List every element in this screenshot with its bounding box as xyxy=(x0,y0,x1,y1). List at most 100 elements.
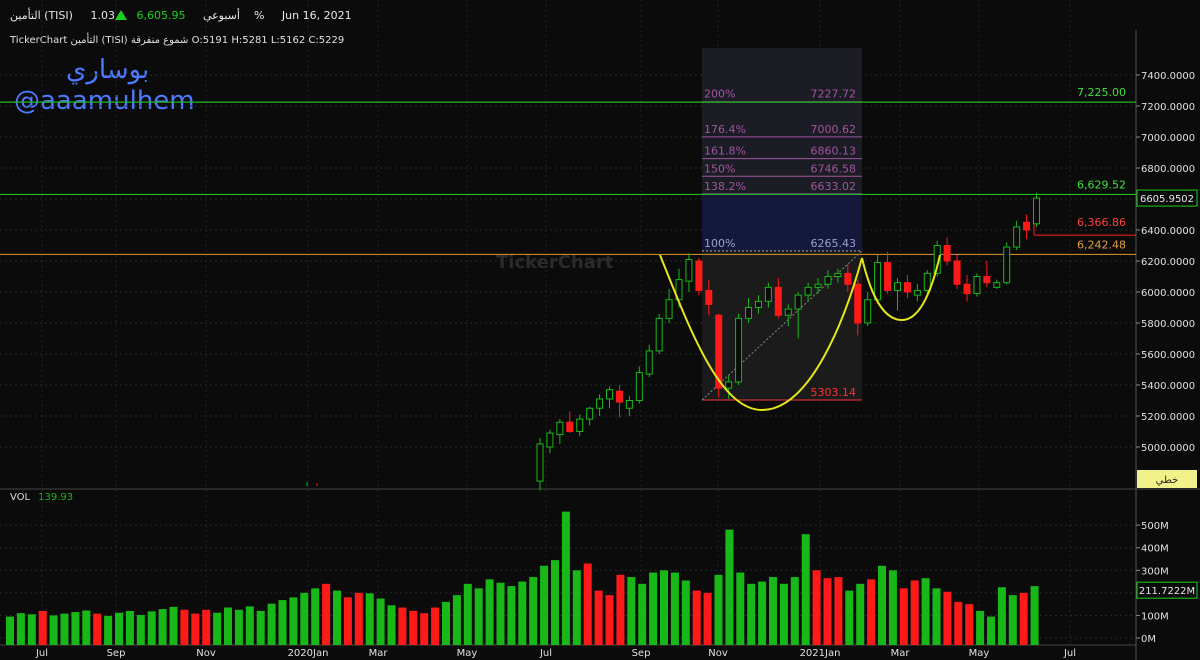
volume-bar-down xyxy=(343,597,352,645)
volume-bar-down xyxy=(812,570,821,645)
candle-up xyxy=(923,272,931,291)
volume-bar-up xyxy=(976,610,985,645)
volume-legend: VOL 139.93 xyxy=(10,492,73,503)
volume-bar-up xyxy=(649,572,658,645)
volume-bar-up xyxy=(769,577,777,645)
volume-bar-down xyxy=(834,577,843,645)
period-label[interactable]: أسبوعي xyxy=(202,9,240,22)
candle-up xyxy=(794,294,802,310)
time-tick-label: Sep xyxy=(107,648,126,659)
price-tick-label: 6000.0000 xyxy=(1141,288,1195,299)
volume-bar-up xyxy=(452,595,461,645)
header-bar: التأمين (TISI) أسبوعي 6,605.95 1.03% Jun… xyxy=(10,9,366,22)
time-tick-label: Nov xyxy=(196,648,216,659)
price-tick-label: 7200.0000 xyxy=(1141,102,1195,113)
source-label: TickerChart xyxy=(10,35,68,46)
candle-up xyxy=(893,282,901,291)
volume-bar-up xyxy=(474,588,483,645)
candle-up xyxy=(784,308,792,316)
candle-down xyxy=(566,421,574,433)
linestyle-button-box xyxy=(1137,470,1197,488)
fib-percent-label: 138.2% xyxy=(704,180,746,193)
volume-bar-up xyxy=(289,597,298,645)
candle-up xyxy=(814,283,822,288)
volume-bar-up xyxy=(387,605,396,645)
hline-label: 6,242.48 xyxy=(1077,238,1126,251)
volume-bar-up xyxy=(747,583,756,645)
volume-bar-up xyxy=(300,592,309,645)
volume-bar-up xyxy=(714,574,723,645)
volume-bar-up xyxy=(136,614,145,645)
volume-bar-up xyxy=(333,590,341,645)
price-tick-label: 7400.0000 xyxy=(1141,71,1195,82)
candle-down xyxy=(1023,221,1031,231)
candle-up xyxy=(1003,246,1011,284)
price-tick-label: 6800.0000 xyxy=(1141,164,1195,175)
symbol-label[interactable]: التأمين (TISI) xyxy=(10,9,73,22)
linestyle-button: خطي xyxy=(1156,475,1179,486)
candle-up xyxy=(804,286,812,296)
candle-up xyxy=(655,317,663,352)
volume-bar-up xyxy=(256,610,265,645)
hline-label: 6,366.86 xyxy=(1077,216,1126,229)
volume-tag-box xyxy=(1136,581,1198,599)
axis-tags: 6605.9502 خطي 211.7222M xyxy=(1136,189,1198,599)
fib-percent-label: 200% xyxy=(704,88,735,101)
volume-bar-up xyxy=(60,613,69,645)
candle-up xyxy=(735,317,743,383)
candle-down xyxy=(854,283,862,324)
handle-curve xyxy=(861,254,941,322)
volume-bar-down xyxy=(38,610,47,645)
change-percent: 1.03% xyxy=(90,9,265,22)
time-axis[interactable]: Jul Sep Nov 2020Jan Mar May Jul Sep Nov 2021Jan Ma… xyxy=(35,648,1076,659)
candle-up xyxy=(993,282,1001,288)
candle-down xyxy=(774,286,782,316)
candle-down xyxy=(903,282,911,293)
horizontal-lines[interactable]: 7,225.00 6,629.52 6,242.48 6,366.86 xyxy=(0,86,1136,256)
candle-up xyxy=(864,299,872,324)
candle-up xyxy=(874,262,882,301)
time-tick-label: 2021Jan xyxy=(800,648,841,659)
volume-bar-down xyxy=(431,607,440,645)
price-axis[interactable]: 5000.0000 5200.0000 5400.0000 5600.0000 5800… xyxy=(1136,71,1195,454)
volume-bar-down xyxy=(605,595,614,645)
cup-handle-pattern xyxy=(659,254,941,412)
volume-tick-label: 500M xyxy=(1141,521,1169,532)
volume-bar-up xyxy=(1008,595,1017,645)
volume-bar-up xyxy=(561,511,570,645)
fib-box: 200% 7227.72 176.4% 7000.62 161.8% 6860.13 150… xyxy=(496,48,863,401)
volume-bar-up xyxy=(921,578,930,645)
volume-bar-up xyxy=(518,581,527,645)
volume-bar-up xyxy=(779,583,788,645)
volume-bar-down xyxy=(703,592,712,645)
price-tick-label: 5200.0000 xyxy=(1141,412,1195,423)
time-tick-label: Jul xyxy=(1063,648,1076,659)
last-price-tag-box xyxy=(1136,189,1198,207)
volume-value: 139.93 xyxy=(38,492,74,503)
hline-label: 7,225.00 xyxy=(1077,86,1126,99)
last-price-tag: 6605.9502 xyxy=(1140,194,1194,205)
volume-bar-down xyxy=(965,604,974,645)
candle-up xyxy=(834,272,842,277)
time-tick-label: Nov xyxy=(708,648,728,659)
candle-up xyxy=(596,398,604,409)
fib-percent-label: 161.8% xyxy=(704,145,746,158)
last-price: 6,605.95 xyxy=(136,9,186,22)
volume-tick-label: 100M xyxy=(1141,611,1169,622)
candle-up xyxy=(556,421,564,436)
time-tick-label: Jul xyxy=(539,648,552,659)
volume-bar-down xyxy=(322,583,331,645)
volume-bar-up xyxy=(224,607,232,645)
volume-bar-down xyxy=(202,609,211,645)
candle-up xyxy=(546,432,554,448)
fib-percent-label: 100% xyxy=(704,237,735,250)
time-tick-label: May xyxy=(457,648,478,659)
volume-bar-up xyxy=(169,606,178,645)
candle-up xyxy=(635,372,643,402)
volume-bar-up xyxy=(660,570,668,645)
volume-bar-up xyxy=(496,582,505,645)
candle-down xyxy=(844,272,852,285)
candle-up xyxy=(745,307,753,319)
volume-bar-up xyxy=(856,583,865,645)
